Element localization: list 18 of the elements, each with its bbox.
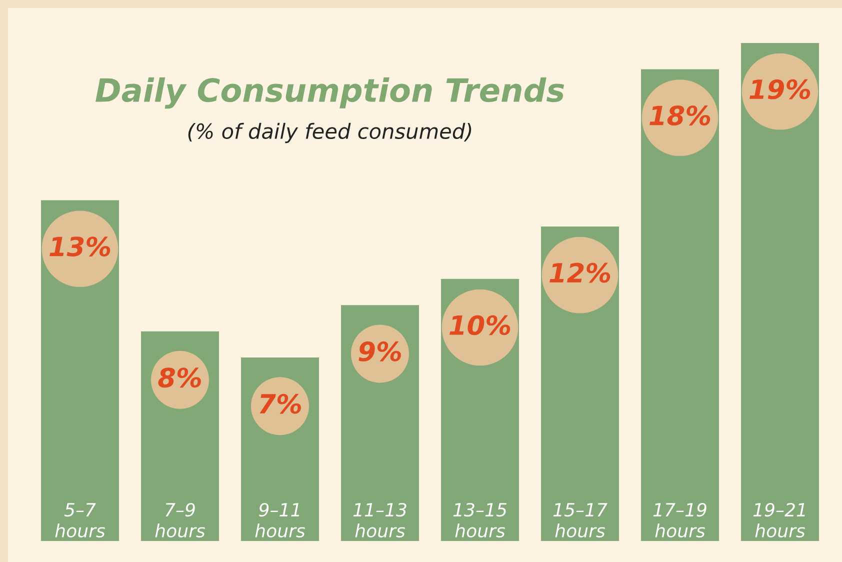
- x-tick-label: 15–17 hours: [553, 503, 608, 538]
- data-label: 10%: [450, 315, 510, 336]
- data-label: 7%: [260, 394, 301, 414]
- x-tick-label: 5–7 hours: [55, 503, 106, 538]
- data-label: 12%: [550, 262, 610, 283]
- data-label: 13%: [50, 236, 110, 257]
- x-tick-label: 17–19 hours: [653, 502, 706, 538]
- data-label: 19%: [750, 79, 810, 100]
- x-tick-label: 11–13 hours: [353, 502, 406, 538]
- data-label: 9%: [358, 341, 401, 362]
- x-tick-label: 9–11 hours: [255, 502, 306, 538]
- x-tick-label: 7–9 hours: [155, 502, 206, 538]
- x-tick-label: 13–15 hours: [453, 502, 506, 538]
- x-tick-label: 19–21 hours: [753, 502, 806, 538]
- text: Daily Consumption Trends: [96, 77, 564, 109]
- data-label: 8%: [158, 368, 201, 388]
- text: (% of daily feed consumed): [188, 122, 472, 144]
- data-label: 18%: [650, 106, 710, 126]
